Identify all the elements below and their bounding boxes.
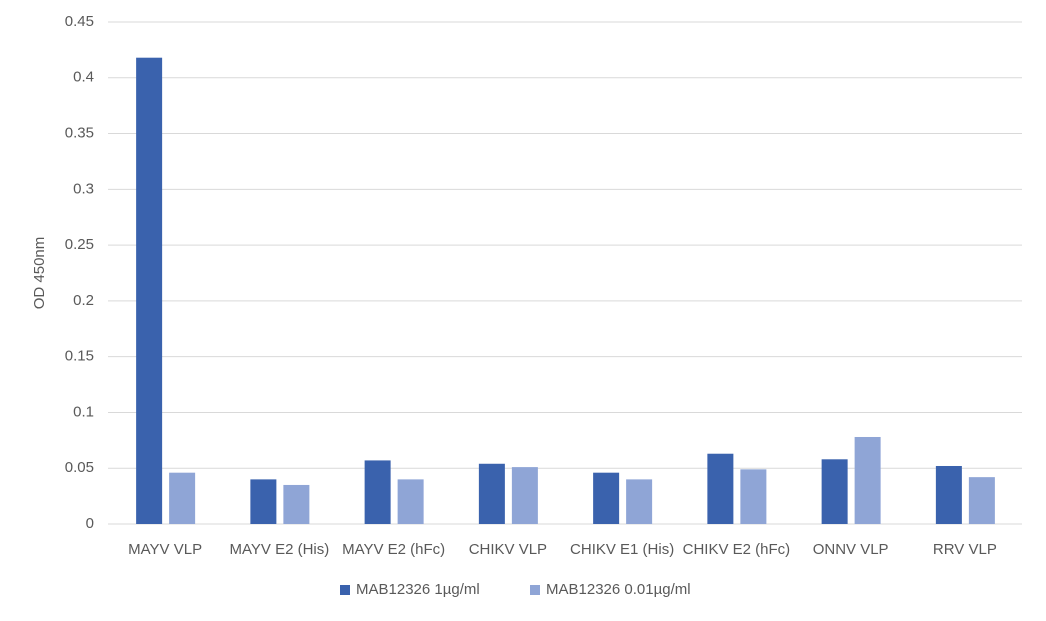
bar [593, 472, 620, 524]
y-tick-label: 0 [86, 515, 94, 532]
y-axis-label: OD 450nm [31, 237, 48, 310]
x-tick-label: MAYV VLP [128, 541, 202, 558]
bar [854, 436, 881, 524]
x-tick-label: CHIKV VLP [469, 541, 547, 558]
bar [136, 57, 163, 524]
bar [707, 453, 734, 524]
bar [478, 463, 505, 524]
y-tick-label: 0.4 [73, 69, 94, 86]
bar [250, 479, 277, 524]
legend-swatch [340, 585, 350, 595]
bar [626, 479, 653, 524]
bar [935, 465, 962, 524]
y-tick-label: 0.2 [73, 292, 94, 309]
legend-label: MAB12326 1µg/ml [356, 581, 480, 598]
y-tick-label: 0.35 [65, 125, 94, 142]
y-tick-label: 0.05 [65, 459, 94, 476]
y-tick-label: 0.25 [65, 236, 94, 253]
bar [397, 479, 424, 524]
x-tick-label: MAYV E2 (His) [230, 541, 330, 558]
bar [283, 484, 310, 524]
bar [364, 460, 391, 524]
bar [169, 472, 196, 524]
bar [968, 477, 995, 524]
x-tick-label: MAYV E2 (hFc) [342, 541, 445, 558]
bar [511, 467, 538, 524]
legend-swatch [530, 585, 540, 595]
x-tick-label: CHIKV E1 (His) [570, 541, 674, 558]
x-tick-label: ONNV VLP [813, 541, 889, 558]
x-tick-label: RRV VLP [933, 541, 997, 558]
y-tick-label: 0.3 [73, 180, 94, 197]
x-tick-label: CHIKV E2 (hFc) [683, 541, 791, 558]
y-tick-label: 0.45 [65, 13, 94, 30]
bar [740, 469, 767, 524]
y-tick-label: 0.15 [65, 348, 94, 365]
bar [821, 459, 848, 524]
y-tick-label: 0.1 [73, 403, 94, 420]
legend-label: MAB12326 0.01µg/ml [546, 581, 691, 598]
